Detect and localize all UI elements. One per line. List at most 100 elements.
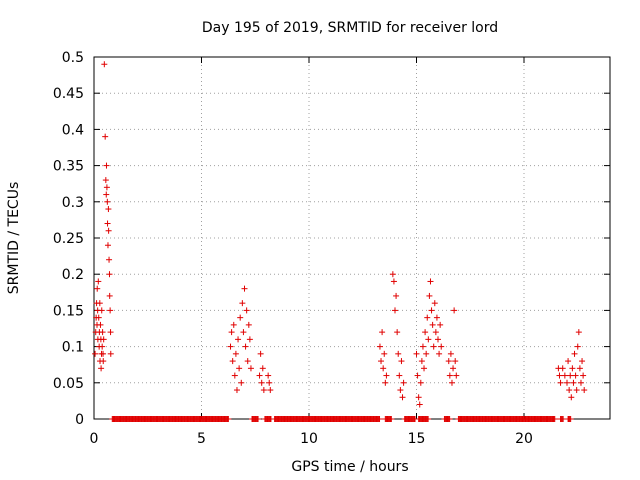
data-point (258, 379, 265, 386)
data-point (231, 372, 238, 379)
data-point (394, 329, 401, 336)
data-point (580, 372, 587, 379)
data-point (574, 343, 581, 350)
data-point (103, 184, 110, 191)
data-point (432, 329, 439, 336)
zero-point (255, 416, 262, 422)
data-point (389, 271, 396, 278)
data-point (570, 379, 577, 386)
data-point (379, 329, 386, 336)
y-tick-label: 0.25 (53, 231, 84, 247)
data-point (257, 350, 264, 357)
zero-point (551, 416, 558, 422)
data-point (233, 387, 240, 394)
data-point (266, 379, 273, 386)
data-point (229, 358, 236, 365)
data-point (569, 365, 576, 372)
data-point (236, 365, 243, 372)
y-tick-label: 0.2 (62, 267, 84, 283)
data-point (395, 350, 402, 357)
data-point (99, 343, 106, 350)
data-point (418, 358, 425, 365)
data-point (577, 379, 584, 386)
data-point (259, 365, 266, 372)
data-point (435, 336, 441, 343)
data-point (103, 162, 110, 169)
plot-frame (93, 56, 611, 420)
data-point (448, 379, 455, 386)
y-tick-label: 0.5 (62, 50, 84, 66)
data-point (579, 358, 586, 365)
zero-point (376, 416, 383, 422)
zero-point (225, 416, 232, 422)
data-point (399, 394, 406, 401)
data-point (267, 387, 274, 394)
data-point (247, 365, 254, 372)
data-point (446, 372, 453, 379)
zero-point (388, 416, 395, 422)
data-point (104, 242, 111, 249)
data-point (96, 300, 103, 307)
data-point (390, 278, 397, 285)
data-point (256, 372, 263, 379)
data-point (235, 336, 242, 343)
data-point (425, 336, 432, 343)
data-point (565, 358, 572, 365)
data-point (380, 365, 387, 372)
data-point (382, 379, 389, 386)
data-point (437, 321, 444, 328)
data-point (417, 379, 424, 386)
data-point (107, 307, 114, 314)
data-point (413, 350, 420, 357)
data-point (421, 365, 428, 372)
grid (94, 57, 610, 419)
data-point (237, 314, 244, 321)
data-point (102, 133, 109, 140)
data-point (106, 271, 113, 278)
data-point (450, 365, 457, 372)
data-point (107, 329, 114, 336)
data-point (436, 350, 443, 357)
data-point (98, 365, 105, 372)
data-point (447, 350, 454, 357)
data-point (566, 387, 573, 394)
x-tick-label: 10 (300, 431, 318, 447)
data-point (568, 394, 575, 401)
y-tick-label: 0 (75, 412, 84, 428)
data-point (239, 300, 246, 307)
data-point (378, 358, 385, 365)
data-point (393, 292, 400, 299)
data-point (564, 379, 570, 386)
data-point (98, 307, 105, 314)
data-point (260, 387, 267, 394)
x-tick-label: 15 (408, 431, 426, 447)
zero-point (446, 416, 453, 422)
data-point (559, 365, 566, 372)
data-point (576, 365, 583, 372)
data-point (381, 350, 388, 357)
data-point (424, 314, 431, 321)
data-point (575, 329, 582, 336)
data-point (240, 329, 247, 336)
data-point (104, 220, 111, 227)
data-point (561, 372, 568, 379)
zero-point (425, 416, 432, 422)
x-tick-label: 5 (197, 431, 206, 447)
y-tick-label: 0.4 (62, 122, 84, 138)
axis-ticks: 0 0.05 0.1 0.15 0.2 0.25 0.3 0.35 0.4 0.45 0.5 0 5 10… (53, 50, 610, 447)
data-point (567, 372, 574, 379)
data-point (451, 307, 458, 314)
data-point (571, 350, 578, 357)
data-point (400, 379, 407, 386)
data-point (95, 278, 102, 285)
y-tick-label: 0.3 (62, 195, 84, 211)
data-point (100, 350, 107, 357)
data-point (105, 206, 112, 213)
data-point (383, 372, 390, 379)
data-point (445, 358, 452, 365)
data-point (423, 350, 430, 357)
y-tick-label: 0.35 (53, 159, 84, 175)
data-point (242, 343, 249, 350)
data-point (573, 387, 580, 394)
data-point (227, 343, 234, 350)
